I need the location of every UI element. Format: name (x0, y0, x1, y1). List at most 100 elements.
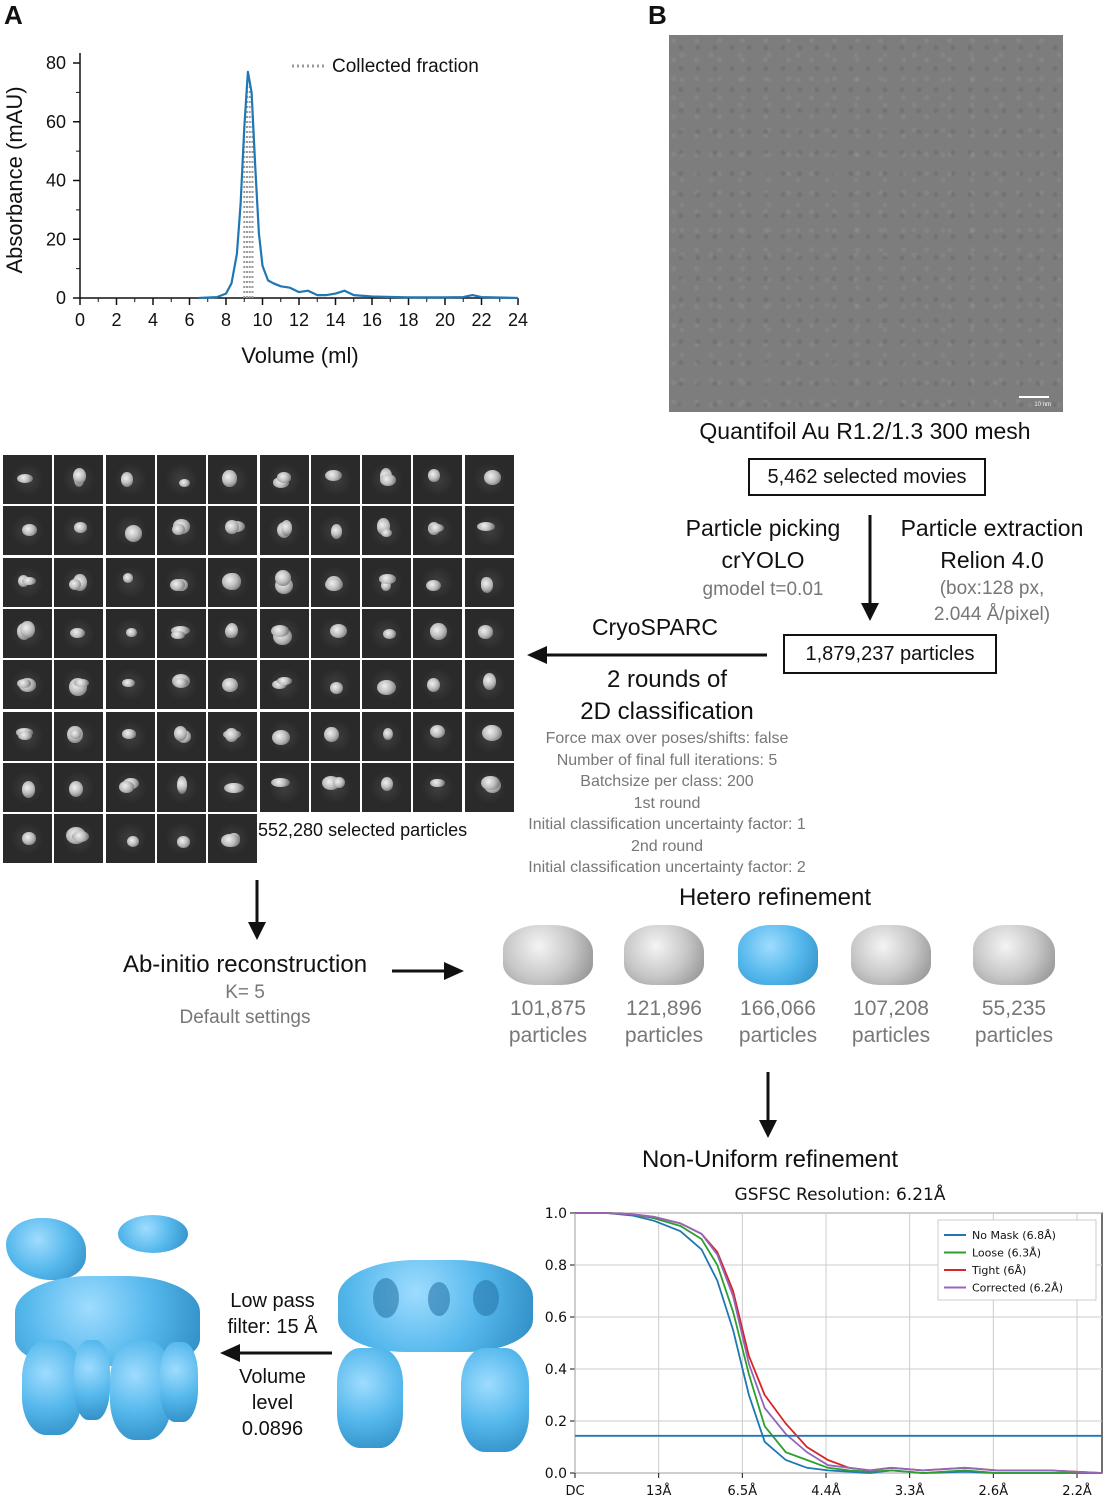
picking-param: gmodel t=0.01 (702, 579, 824, 600)
chromatogram-x-tick-label: 14 (325, 310, 345, 330)
class-average (259, 455, 309, 504)
class-average (413, 660, 463, 710)
classification-params: Force max over poses/shifts: false Number… (500, 728, 834, 879)
arrow-left-icon (220, 1344, 332, 1362)
fsc-y-tick-label: 0.6 (545, 1310, 567, 1326)
class-average (362, 608, 412, 658)
classification-block: 2 rounds of 2D classification Force max … (500, 664, 834, 879)
class-average (105, 608, 155, 658)
class-average (464, 762, 514, 812)
classification-param: Batchsize per class: 200 (580, 773, 754, 790)
final-map-lowpass (0, 1190, 210, 1445)
hetero-class-unit: particles (974, 1024, 1054, 1047)
class-average (464, 506, 514, 556)
chromatogram-x-tick-label: 8 (221, 310, 231, 330)
fsc-y-tick-label: 0.0 (545, 1466, 567, 1482)
fsc-x-tick-label: 3.3Å (895, 1483, 925, 1499)
arrow-down-icon (861, 515, 879, 621)
picking-title-2: crYOLO (721, 547, 805, 573)
class-average (54, 660, 104, 710)
chromatogram-x-tick-label: 4 (148, 310, 158, 330)
extraction-block: Particle extraction Relion 4.0 (box:128 … (880, 512, 1104, 628)
lowpass-line-2: filter: 15 Å (227, 1316, 318, 1338)
class-average (208, 608, 258, 658)
class-average (208, 506, 258, 556)
class-average (156, 711, 206, 761)
chromatogram-trace (198, 70, 519, 300)
nonuniform-title: Non-Uniform refinement (641, 1146, 899, 1173)
hetero-class-unit: particles (508, 1024, 588, 1047)
class-average (413, 762, 463, 812)
abinitio-title: Ab-initio reconstruction (122, 951, 368, 978)
chromatogram-legend-label: Collected fraction (332, 56, 479, 77)
class-average (208, 660, 258, 710)
class-average (362, 455, 412, 504)
hetero-class-unit: particles (738, 1024, 818, 1047)
class-average (3, 506, 52, 556)
particles-box: 1,879,237 particles (783, 634, 997, 674)
fsc-x-tick-label: 2.6Å (979, 1483, 1009, 1499)
lowpass-line-3: Volume (239, 1366, 306, 1388)
fsc-y-tick-label: 0.8 (545, 1258, 567, 1274)
class-average (54, 506, 104, 556)
hetero-class: 121,896 particles (608, 915, 720, 1055)
class-average (105, 557, 155, 607)
class-average (105, 814, 155, 864)
class-average (362, 557, 412, 607)
class-average (105, 455, 155, 504)
chromatogram-y-label: Absorbance (mAU) (2, 86, 27, 273)
class-average (362, 506, 412, 556)
fsc-legend-label: No Mask (6.8Å) (972, 1229, 1056, 1242)
arrow-down-icon (759, 1072, 777, 1138)
hetero-class-map (851, 925, 931, 985)
chromatogram-x-tick-label: 20 (435, 310, 455, 330)
extraction-param-1: (box:128 px, (939, 578, 1045, 599)
extraction-param-2: 2.044 Å/pixel) (933, 604, 1051, 625)
class-average (259, 660, 309, 710)
class-average (208, 814, 258, 864)
class-average (3, 711, 52, 761)
class-average (259, 608, 309, 658)
class-average (413, 506, 463, 556)
picking-block: Particle picking crYOLO gmodel t=0.01 (668, 512, 858, 604)
class-average (259, 711, 309, 761)
classification-param: Initial classification uncertainty facto… (528, 859, 806, 876)
class-average (310, 762, 360, 812)
chromatogram-x-tick-label: 2 (111, 310, 121, 330)
class-average (105, 762, 155, 812)
class-average (3, 455, 52, 504)
class-average (54, 814, 104, 864)
hetero-classes: 101,875 particles 121,896 particles 166,066 p… (480, 915, 1060, 1055)
panel-label-b: B (648, 0, 667, 30)
chromatogram-x-tick-label: 10 (252, 310, 272, 330)
class-average (156, 506, 206, 556)
fsc-x-tick-label: DC (565, 1484, 584, 1499)
chromatogram-x-tick-label: 18 (398, 310, 418, 330)
classification-title-2: 2D classification (580, 698, 754, 725)
chromatogram-x-tick-label: 12 (289, 310, 309, 330)
class-average (362, 660, 412, 710)
class-average (156, 814, 206, 864)
lowpass-line-1: Low pass (230, 1290, 315, 1312)
fsc-series-line (575, 1212, 1102, 1474)
extraction-title-2: Relion 4.0 (940, 547, 1044, 573)
abinitio-block: Ab-initio reconstruction K= 5 Default se… (90, 950, 400, 1030)
class-average (310, 711, 360, 761)
class-average (464, 711, 514, 761)
class-average (3, 660, 52, 710)
classification-param: Number of final full iterations: 5 (556, 751, 778, 769)
class-average (259, 762, 309, 812)
classification-title-1: 2 rounds of (606, 666, 728, 693)
movies-box: 5,462 selected movies (748, 458, 986, 496)
class-average (156, 608, 206, 658)
class-average (54, 762, 104, 812)
class-average (156, 557, 206, 607)
class-average (310, 455, 360, 504)
chromatogram-y-tick-label: 40 (46, 171, 66, 191)
classification-param: 2nd round (630, 837, 704, 855)
chromatogram-marks (198, 70, 519, 300)
class-average (208, 557, 258, 607)
panel-label-a: A (4, 0, 23, 30)
classification-param: Force max over poses/shifts: false (545, 730, 789, 747)
